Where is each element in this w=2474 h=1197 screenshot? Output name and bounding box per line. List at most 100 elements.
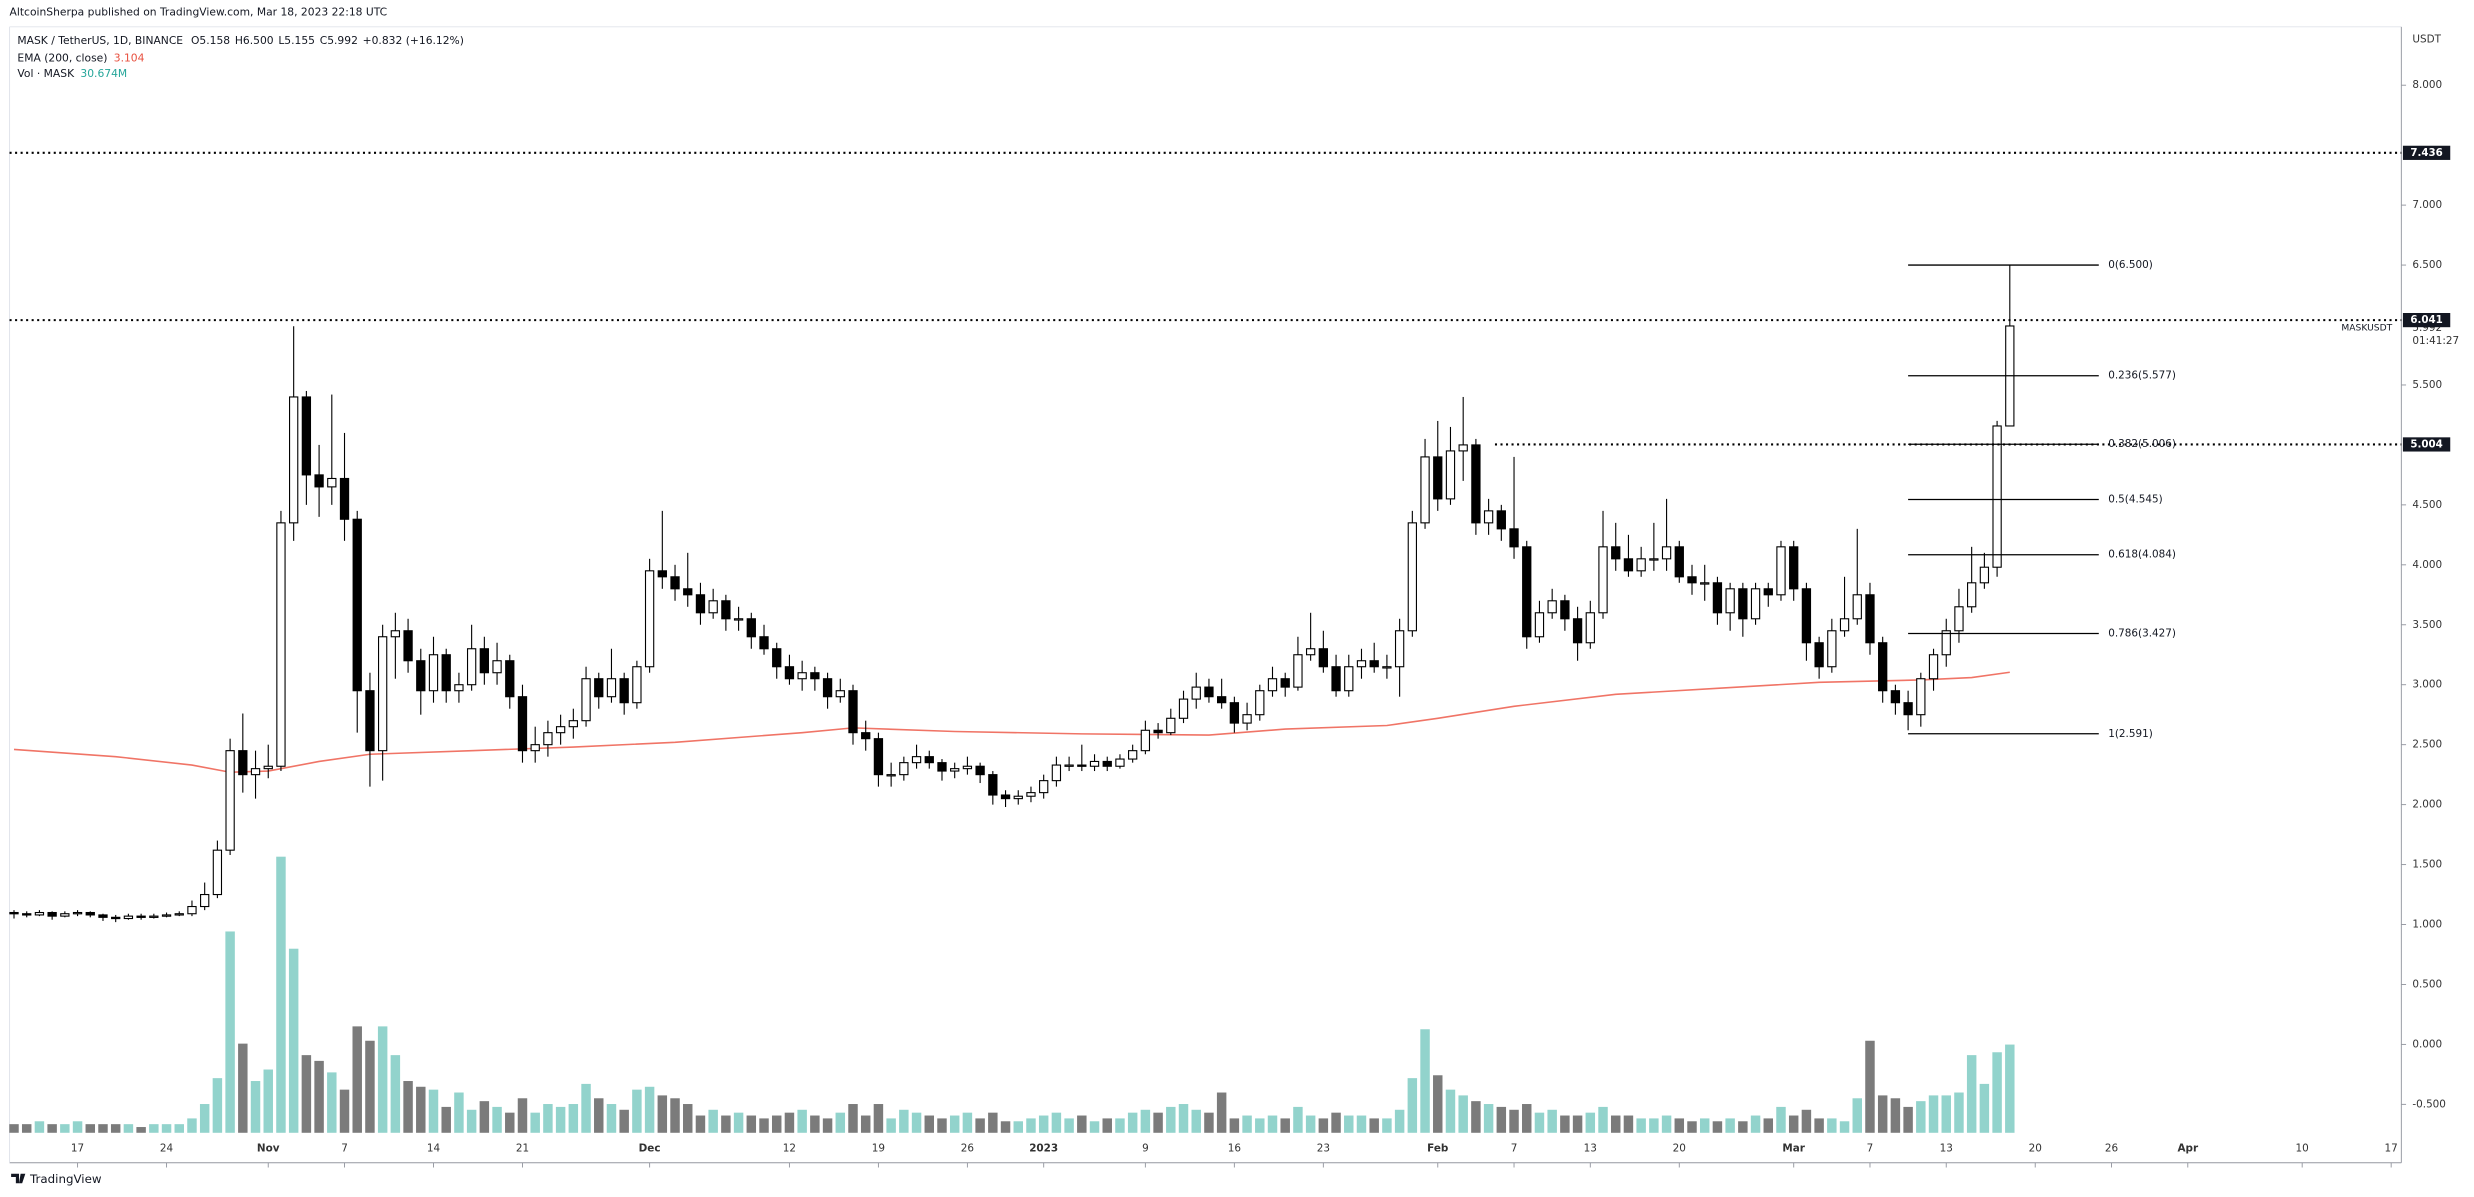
candle-body [47,911,57,917]
volume-bar [187,1118,197,1133]
candle-body [911,756,922,764]
volume-bar [225,931,235,1133]
volume-bar [60,1124,70,1133]
x-tick-label: 2023 [1029,1143,1058,1155]
candle-body [1941,630,1951,656]
volume-bar [174,1124,184,1133]
volume-bar [454,1092,464,1133]
candle-body [1089,760,1100,767]
candle-body [797,672,807,680]
candle-body [161,914,172,917]
candle-body [657,570,667,578]
candle-body [1064,764,1074,767]
y-tick-label: 3.500 [2412,619,2442,631]
x-tick-label: 13 [1584,1143,1597,1155]
volume-bar [1280,1118,1290,1133]
y-tick-label: 5.500 [2412,379,2442,391]
candle-body [1394,630,1405,668]
candle-body [1382,666,1392,669]
volume-bar [72,1121,83,1133]
volume-bar [721,1115,731,1133]
volume-bar [1712,1121,1723,1133]
candle-body [810,672,820,680]
volume-bar [1293,1106,1303,1133]
volume-bar [250,1081,261,1133]
candle-body [1153,729,1163,734]
candle-body [1585,612,1595,644]
x-tick-label: Mar [1782,1143,1805,1155]
candle-body [530,744,540,752]
candle-body [962,765,973,770]
candle-body [1801,588,1812,644]
candle-body [619,678,629,704]
candle-body [1471,444,1481,524]
candle-body [1140,729,1151,752]
volume-bar [34,1121,45,1133]
volume-bar [1954,1092,1964,1133]
candle-body [1458,444,1468,452]
candle-body [314,474,324,488]
volume-bar [149,1124,159,1133]
volume-bar [949,1115,960,1133]
candle-body [632,666,642,704]
volume-bar [1115,1118,1125,1133]
volume-bar [2005,1044,2015,1133]
volume-bar [1890,1098,1901,1133]
volume-bar [263,1069,273,1133]
logo-icon [11,1173,26,1184]
volume-bar [1369,1118,1379,1133]
volume-bar [85,1124,96,1133]
volume-bar [555,1106,566,1133]
candle-body [34,911,45,916]
volume-bar [1916,1101,1926,1133]
volume-bar [886,1118,896,1133]
fib-label: 0.382(5.006) [2108,438,2176,450]
fib-label: 0.236(5.577) [2108,370,2176,382]
volume-bar [1216,1092,1227,1133]
candle-body [60,913,70,917]
volume-bar [619,1109,629,1133]
candle-body [441,654,451,692]
candle-body [1026,792,1036,797]
publisher: AltcoinSherpa published on TradingView.c… [10,6,388,19]
candle-body [1267,678,1278,692]
candle-body [568,720,578,728]
level-label: 7.436 [2410,147,2442,159]
volume-bar [492,1106,502,1133]
volume-bar [962,1112,973,1133]
candle-body [708,600,718,614]
candle-body [1763,588,1773,596]
candle-body [454,684,464,692]
candle-body [225,750,235,851]
volume-bar [1140,1109,1151,1133]
candle-body [594,678,604,698]
candle-body [416,660,426,692]
volume-bar [810,1115,820,1133]
x-tick-label: 26 [961,1143,974,1155]
volume-bar [377,1026,388,1133]
volume-bar [1814,1118,1824,1133]
volume-bar [937,1118,947,1133]
level-label: 6.041 [2410,314,2442,326]
candle-body [555,726,566,734]
plot: 0(6.500) 0.236(5.577) 0.382(5.006) 0.5(4.54… [9,151,2402,1133]
x-tick-label: 17 [2385,1143,2398,1155]
candle-body [1522,546,1532,638]
candle-body [238,750,248,776]
candle-body [1305,648,1316,656]
candle-body [772,648,782,668]
volume-bar [301,1055,312,1133]
volume-bar [1547,1109,1557,1133]
candle-body [276,522,286,767]
volume-bar [1572,1115,1583,1133]
volume-bar [21,1124,32,1133]
x-tick-label: 17 [71,1143,84,1155]
volume-bar [683,1104,693,1133]
fib-label: 0.5(4.545) [2108,493,2162,505]
candle-body [22,913,32,916]
volume-bar [1636,1118,1646,1133]
volume-bar [466,1109,477,1133]
candle-body [759,636,769,650]
volume-bar [988,1112,998,1133]
y-tick-label: -0.500 [2412,1098,2446,1110]
